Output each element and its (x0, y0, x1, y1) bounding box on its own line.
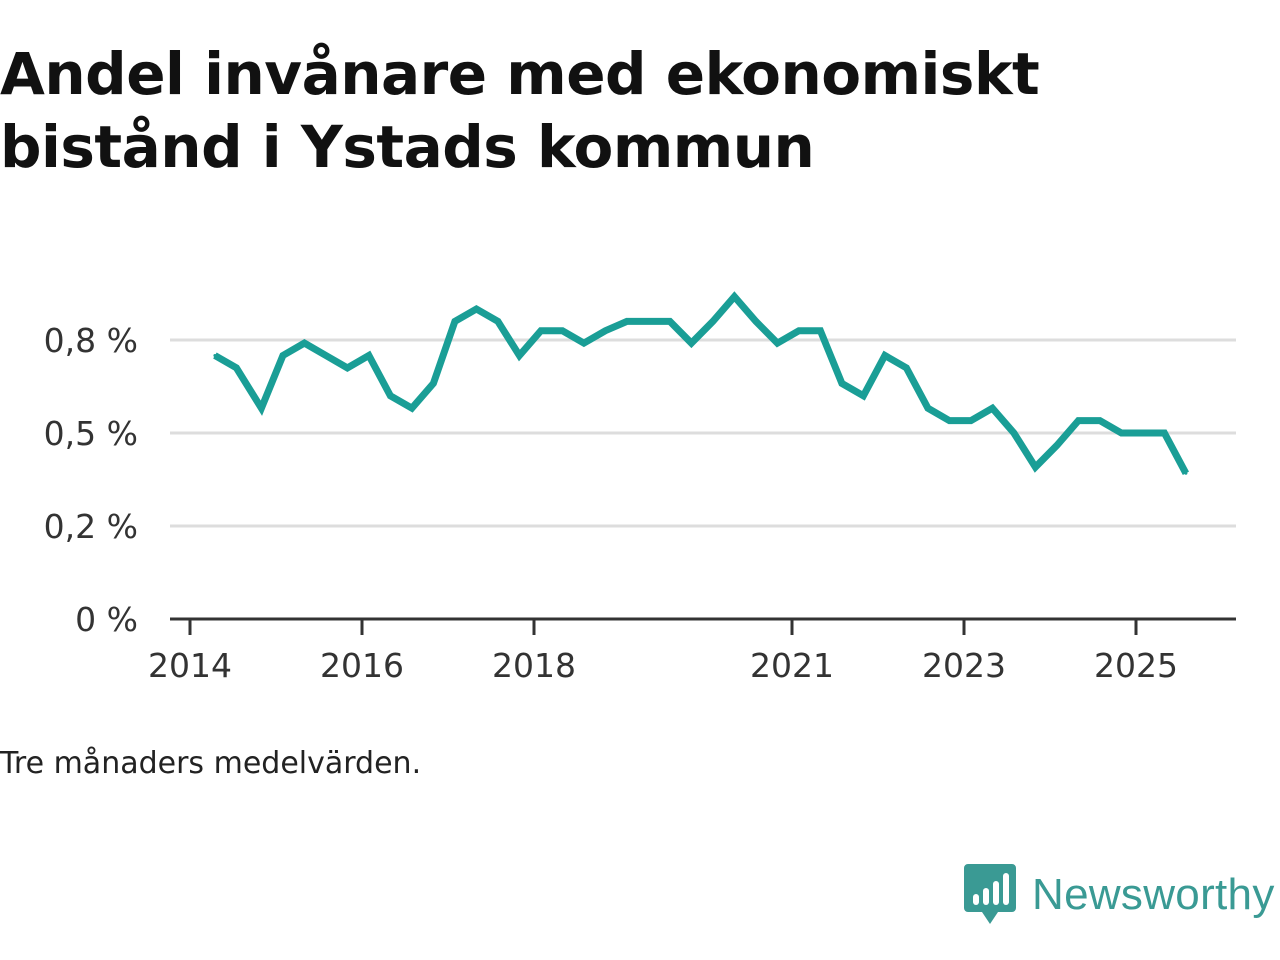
data-point (1076, 419, 1080, 423)
data-point (281, 354, 285, 357)
data-point (431, 381, 435, 385)
data-point (213, 354, 217, 357)
data-point (474, 307, 478, 311)
data-point (775, 341, 779, 345)
data-point (496, 319, 500, 323)
data-point (711, 319, 715, 323)
data-point (646, 319, 650, 323)
data-point (367, 354, 371, 357)
data-point (904, 366, 908, 370)
data-point (818, 329, 822, 333)
series-line (213, 291, 1189, 475)
data-point (861, 394, 865, 398)
y-tick-label: 0 % (75, 600, 138, 639)
data-point (990, 406, 994, 410)
data-point (560, 329, 564, 333)
brand-name: Newsworthy (1032, 870, 1275, 919)
data-point (1012, 431, 1016, 435)
data-point (840, 381, 844, 385)
y-tick-label: 0,2 % (44, 507, 138, 546)
gridlines (170, 338, 1236, 528)
data-point (324, 354, 328, 357)
data-point (345, 366, 349, 370)
data-point (689, 341, 693, 345)
data-point (1055, 443, 1059, 447)
data-point (1184, 471, 1188, 475)
data-point (797, 329, 801, 333)
x-tick-label: 2018 (492, 646, 576, 685)
data-point (410, 406, 414, 410)
data-point (1098, 419, 1102, 423)
series-layer (213, 291, 1189, 475)
data-point (883, 354, 887, 357)
data-point (259, 406, 263, 410)
data-point (754, 319, 758, 323)
data-point (625, 319, 629, 323)
data-point (1162, 431, 1166, 435)
y-axis-labels: 0 % 0,2 % 0,5 % 0,8 % (44, 321, 138, 639)
y-tick-label: 0,5 % (44, 414, 138, 453)
data-point (603, 329, 607, 333)
x-tick-label: 2025 (1094, 646, 1178, 685)
data-point (926, 406, 930, 410)
data-point (539, 329, 543, 333)
x-tick-label: 2023 (922, 646, 1006, 685)
data-point (388, 394, 392, 398)
data-point (1119, 431, 1123, 435)
x-axis-ticks: 2014 2016 2018 2021 2023 2025 (148, 619, 1178, 685)
data-point (234, 366, 238, 370)
data-point (668, 319, 672, 323)
data-point (302, 341, 306, 345)
newsworthy-logo-icon (964, 864, 1016, 924)
brand-logo: Newsworthy (964, 864, 1275, 926)
y-tick-label: 0,8 % (44, 321, 138, 360)
data-point (732, 295, 736, 299)
x-tick-label: 2021 (750, 646, 834, 685)
x-tick-label: 2014 (148, 646, 232, 685)
data-point (517, 354, 521, 357)
footnote: Tre månaders medelvärden. (0, 746, 422, 781)
x-tick-label: 2016 (320, 646, 404, 685)
data-point (1033, 465, 1037, 469)
data-point (1141, 431, 1145, 435)
data-point (969, 419, 973, 423)
data-point (582, 341, 586, 345)
data-point (453, 319, 457, 323)
data-point (947, 419, 951, 423)
chart-title: Andel invånare med ekonomiskt bistånd i … (0, 40, 1040, 181)
